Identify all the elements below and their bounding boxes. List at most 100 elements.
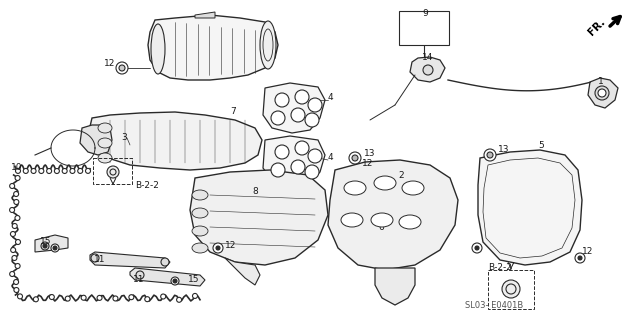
Circle shape [41, 242, 49, 250]
Circle shape [487, 152, 493, 158]
Circle shape [598, 89, 606, 97]
Circle shape [12, 224, 17, 228]
Polygon shape [90, 252, 170, 268]
Text: 7: 7 [230, 108, 236, 116]
Ellipse shape [399, 215, 421, 229]
Ellipse shape [151, 24, 165, 74]
Circle shape [177, 297, 182, 302]
Ellipse shape [192, 208, 208, 218]
Polygon shape [328, 160, 458, 270]
Circle shape [193, 293, 198, 299]
Text: FR.: FR. [586, 17, 607, 37]
Circle shape [575, 253, 585, 263]
Circle shape [15, 263, 20, 269]
Circle shape [308, 149, 322, 163]
Text: 13: 13 [364, 149, 376, 158]
Circle shape [423, 65, 433, 75]
Text: 12: 12 [362, 159, 373, 167]
Ellipse shape [341, 213, 363, 227]
Circle shape [11, 248, 15, 253]
Text: 5: 5 [538, 140, 544, 150]
Circle shape [12, 256, 17, 261]
Circle shape [65, 296, 70, 301]
Circle shape [595, 86, 609, 100]
Text: 14: 14 [422, 54, 433, 63]
Circle shape [49, 294, 54, 300]
Polygon shape [263, 83, 325, 133]
Text: 10: 10 [10, 164, 22, 173]
Circle shape [271, 111, 285, 125]
Circle shape [136, 271, 144, 279]
Text: 2: 2 [398, 170, 404, 180]
Circle shape [173, 279, 177, 283]
Text: 12: 12 [225, 241, 236, 249]
Polygon shape [478, 150, 582, 265]
Ellipse shape [98, 138, 112, 148]
Circle shape [39, 168, 44, 174]
Circle shape [10, 271, 15, 277]
Circle shape [15, 175, 20, 181]
Circle shape [91, 254, 99, 262]
Polygon shape [80, 125, 112, 155]
Circle shape [291, 160, 305, 174]
Text: 1: 1 [598, 78, 604, 86]
Polygon shape [35, 235, 68, 252]
Circle shape [271, 163, 285, 177]
Circle shape [43, 244, 47, 248]
Circle shape [161, 258, 169, 266]
Circle shape [291, 108, 305, 122]
Polygon shape [148, 15, 278, 80]
Circle shape [62, 168, 67, 174]
Polygon shape [410, 57, 445, 82]
Circle shape [47, 168, 52, 174]
Text: 4: 4 [328, 93, 333, 102]
Circle shape [216, 246, 220, 250]
Circle shape [349, 152, 361, 164]
Circle shape [86, 168, 90, 174]
Ellipse shape [344, 181, 366, 195]
Circle shape [17, 294, 22, 299]
Polygon shape [190, 170, 328, 265]
Circle shape [308, 98, 322, 112]
Circle shape [117, 63, 127, 73]
Circle shape [23, 168, 28, 174]
FancyBboxPatch shape [488, 270, 534, 309]
Ellipse shape [402, 181, 424, 195]
Circle shape [13, 191, 19, 197]
Circle shape [129, 295, 134, 300]
Polygon shape [195, 12, 215, 18]
Circle shape [352, 155, 358, 161]
Circle shape [15, 216, 20, 220]
Text: 11: 11 [133, 276, 145, 285]
Circle shape [33, 297, 38, 302]
Circle shape [53, 246, 57, 250]
Ellipse shape [374, 176, 396, 190]
Circle shape [119, 65, 125, 71]
Circle shape [10, 183, 15, 189]
Polygon shape [130, 268, 205, 286]
Circle shape [107, 166, 119, 178]
Text: B-2-2: B-2-2 [488, 263, 512, 272]
Polygon shape [588, 78, 618, 108]
Circle shape [14, 199, 19, 204]
Circle shape [305, 165, 319, 179]
Circle shape [120, 66, 124, 70]
Circle shape [113, 296, 118, 301]
Circle shape [14, 287, 19, 293]
Text: 9: 9 [422, 10, 428, 19]
Ellipse shape [192, 243, 208, 253]
Text: 12: 12 [104, 58, 115, 68]
Circle shape [77, 168, 83, 174]
Ellipse shape [192, 190, 208, 200]
Text: SL03- E0401B: SL03- E0401B [465, 300, 524, 309]
Circle shape [54, 168, 60, 174]
Circle shape [484, 149, 496, 161]
Ellipse shape [98, 123, 112, 133]
Circle shape [275, 93, 289, 107]
Circle shape [472, 243, 482, 253]
Circle shape [116, 62, 128, 74]
Ellipse shape [371, 213, 393, 227]
Ellipse shape [260, 21, 276, 69]
Text: 11: 11 [94, 256, 106, 264]
Circle shape [15, 240, 20, 244]
